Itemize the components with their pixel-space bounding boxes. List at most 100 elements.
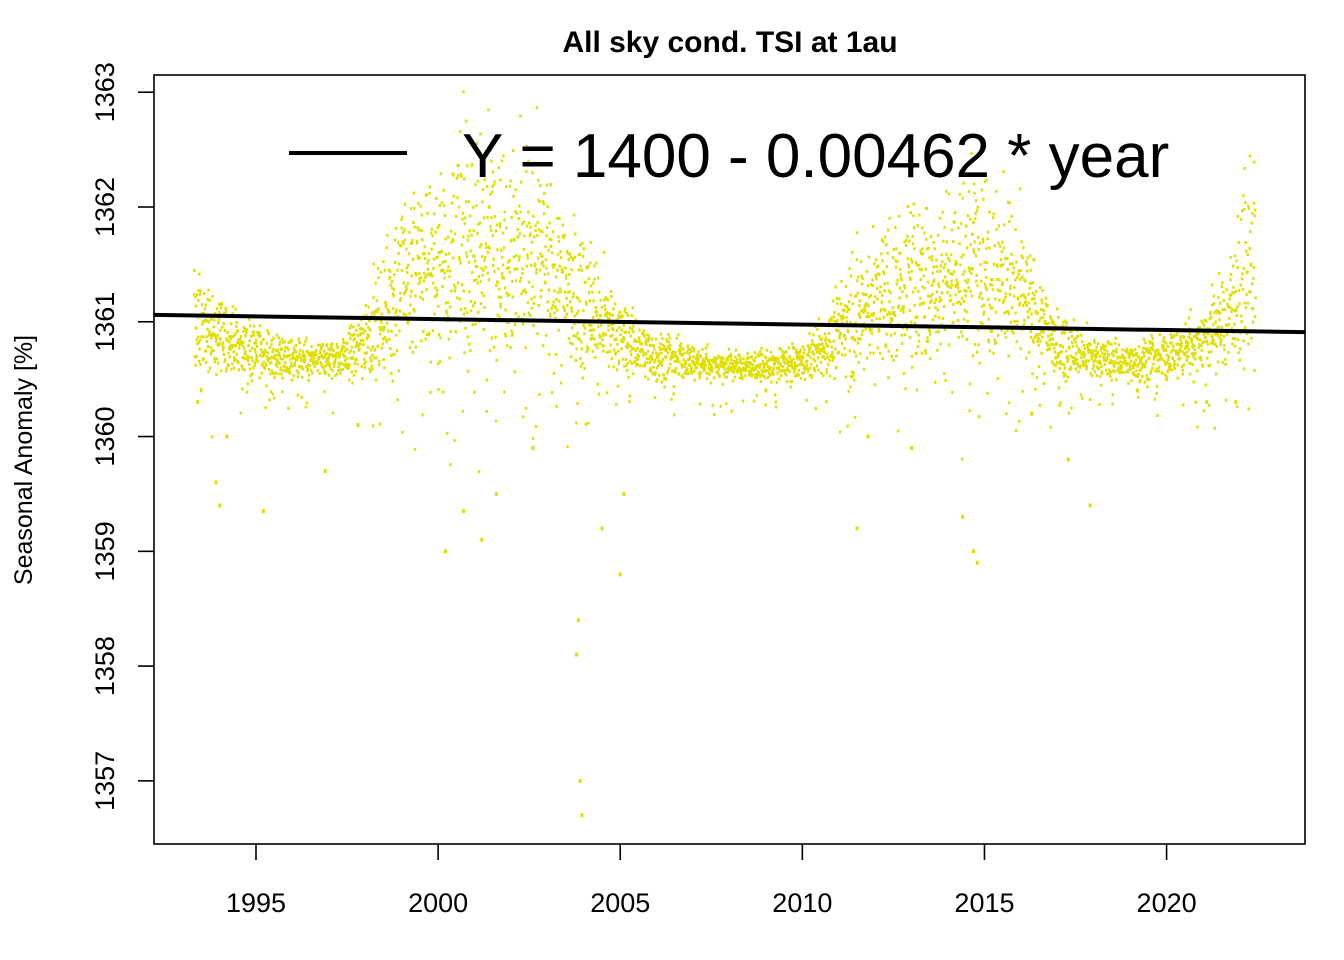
- data-point: [209, 346, 212, 349]
- data-point: [216, 333, 220, 337]
- data-point: [274, 357, 277, 361]
- data-point: [1166, 361, 1169, 365]
- data-point: [1208, 403, 1211, 407]
- data-point: [916, 315, 919, 319]
- data-point: [797, 368, 801, 372]
- data-point: [346, 364, 350, 368]
- data-point: [327, 347, 330, 351]
- data-point: [462, 235, 465, 239]
- data-point: [609, 335, 612, 339]
- data-point: [347, 362, 350, 366]
- data-point: [646, 361, 649, 365]
- data-point: [1240, 320, 1243, 324]
- data-point: [432, 266, 435, 270]
- data-point: [769, 356, 772, 360]
- data-point: [1051, 337, 1054, 341]
- data-point: [298, 341, 302, 345]
- data-point: [891, 306, 895, 310]
- data-point: [1183, 353, 1187, 357]
- data-point: [855, 258, 859, 262]
- data-point: [1151, 341, 1154, 345]
- data-point: [866, 302, 869, 306]
- data-point: [234, 307, 237, 311]
- data-point: [962, 317, 966, 321]
- data-point: [701, 347, 704, 351]
- data-point: [1213, 311, 1216, 315]
- data-point: [902, 310, 905, 314]
- data-point: [231, 304, 235, 308]
- data-point: [414, 345, 418, 349]
- data-point: [795, 348, 798, 352]
- data-point: [217, 321, 220, 325]
- data-point: [441, 285, 444, 288]
- data-point: [937, 284, 941, 288]
- data-point: [535, 271, 538, 275]
- data-point: [1166, 358, 1170, 362]
- data-point: [768, 371, 771, 375]
- data-point: [456, 196, 459, 200]
- data-point: [346, 341, 349, 345]
- data-point: [856, 291, 859, 295]
- data-point: [432, 281, 435, 285]
- data-point: [755, 376, 759, 380]
- data-point: [575, 312, 579, 316]
- data-point: [605, 296, 608, 300]
- data-point: [1085, 367, 1088, 371]
- data-point: [665, 377, 668, 381]
- data-point: [827, 362, 830, 366]
- data-point: [799, 355, 802, 359]
- data-point: [699, 371, 703, 375]
- data-point: [1150, 346, 1154, 350]
- data-point: [275, 333, 278, 337]
- data-point: [707, 359, 710, 363]
- data-point: [1107, 339, 1110, 343]
- data-point: [674, 350, 677, 354]
- data-point: [1239, 217, 1243, 221]
- data-point: [285, 366, 288, 370]
- data-point: [920, 252, 923, 256]
- data-point: [374, 281, 377, 285]
- data-point: [821, 348, 824, 351]
- data-point: [430, 227, 434, 231]
- data-point: [757, 371, 760, 375]
- data-point: [1112, 369, 1115, 373]
- data-point: [964, 224, 968, 228]
- data-point: [265, 384, 268, 388]
- data-point: [250, 356, 253, 360]
- data-point: [1192, 355, 1195, 359]
- data-point: [250, 334, 253, 338]
- data-point: [1200, 349, 1203, 353]
- data-point: [934, 314, 937, 318]
- data-point: [1043, 372, 1046, 376]
- data-point: [702, 364, 705, 368]
- data-point: [919, 296, 922, 300]
- data-point: [792, 365, 795, 369]
- data-point: [860, 282, 864, 286]
- data-point: [489, 225, 492, 229]
- data-point: [747, 365, 751, 369]
- data-point: [481, 188, 485, 192]
- data-point: [229, 344, 233, 348]
- data-point: [970, 294, 974, 298]
- data-point: [1243, 207, 1246, 211]
- data-point: [810, 343, 813, 347]
- data-point: [615, 329, 618, 333]
- data-point: [801, 371, 804, 375]
- data-point: [859, 260, 863, 264]
- data-point: [992, 351, 995, 355]
- data-point: [553, 263, 556, 267]
- data-point: [239, 337, 242, 341]
- data-point: [383, 366, 386, 370]
- data-point: [378, 422, 381, 426]
- data-point: [893, 332, 896, 336]
- data-point: [525, 264, 528, 268]
- data-point: [1126, 362, 1129, 365]
- data-point: [637, 354, 640, 358]
- data-point: [951, 272, 954, 276]
- data-point: [401, 430, 404, 434]
- data-point: [798, 358, 801, 361]
- data-point: [582, 247, 585, 251]
- data-point: [953, 311, 956, 315]
- data-point: [749, 362, 753, 366]
- data-point: [1112, 363, 1115, 367]
